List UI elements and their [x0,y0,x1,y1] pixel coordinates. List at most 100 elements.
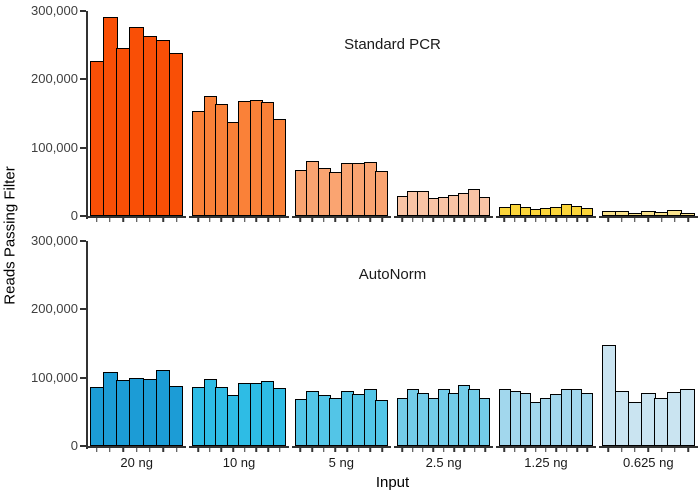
x-tick-mark [453,448,455,452]
x-tick-mark [484,448,486,452]
bar-group-10-ng [189,11,289,222]
x-tick-mark [576,448,578,452]
x-tick-mark [122,448,125,452]
x-tick-mark [323,448,325,452]
x-tick-mark [620,448,623,452]
x-tick-mark [401,218,403,222]
x-tick-mark [647,218,650,222]
x-tick-mark [381,448,383,452]
x-tick-mark [422,218,424,222]
x-tick-mark [514,448,516,452]
x-tick-mark [586,218,589,222]
x-tick-mark [334,218,337,222]
x-tick-mark [175,218,178,222]
bar-group-2.5-ng: 2.5 ng [393,241,494,470]
x-tick-mark [534,448,537,452]
x-tick-mark [524,218,526,222]
x-tick-mark [660,218,663,222]
x-tick-mark [534,218,537,222]
x-tick-mark [674,218,676,222]
x-tick-mark [209,448,211,452]
bar-group-10-ng: 10 ng [189,241,289,470]
y-tick-label: 200,000 [31,301,78,317]
bar-group-0.625-ng: 0.625 ng [598,241,698,470]
x-axis-segment [291,446,391,448]
x-tick-mark [524,448,526,452]
bar [168,385,184,446]
bar-group-2.5-ng [393,11,494,222]
bar [680,212,696,216]
x-tick-mark [175,448,178,452]
x-tick-mark [197,448,199,452]
y-tick-mark [80,78,86,81]
bar [375,170,389,216]
panel-standard-pcr: Standard PCR 300,000 200,000 100,000 0 [0,3,700,233]
x-tick-mark [334,448,337,452]
x-tick-mark [323,218,325,222]
x-tick-mark [484,218,486,222]
x-tick-mark [162,218,165,222]
bar [478,196,491,216]
x-tick-mark [267,218,269,222]
group-label-10-ng: 10 ng [222,455,256,470]
x-tick-mark [109,218,111,222]
x-tick-mark [620,218,623,222]
x-tick-mark [299,218,302,222]
bar-group-20-ng: 20 ng [87,241,187,470]
x-axis-segment [496,446,596,448]
x-tick-mark [311,218,313,222]
x-tick-mark [634,218,636,222]
x-tick-mark [95,448,98,452]
x-tick-mark [442,218,445,222]
x-tick-mark [607,448,610,452]
x-tick-mark [474,448,476,452]
x-tick-mark [122,218,125,222]
x-tick-mark [279,218,281,222]
x-tick-mark [381,218,383,222]
x-tick-mark [432,448,435,452]
x-tick-mark [255,218,258,222]
x-tick-mark [674,448,676,452]
x-tick-mark [358,218,360,222]
bar-group-5-ng: 5 ng [291,241,391,470]
y-tick-mark [80,240,86,242]
group-label-5-ng: 5 ng [328,455,354,470]
x-axis-segment [87,216,187,218]
y-tick-mark [80,10,86,12]
x-tick-mark [209,218,211,222]
x-tick-mark [401,448,403,452]
x-tick-mark [162,448,165,452]
x-tick-mark [135,448,138,452]
x-tick-mark [555,448,558,452]
x-tick-mark [503,448,506,452]
bar [580,207,593,216]
bar-group-5-ng [291,11,391,222]
x-tick-mark [279,448,281,452]
y-tick-mark [80,215,86,217]
x-tick-mark [607,218,610,222]
x-tick-mark [545,218,547,222]
x-tick-mark [358,448,360,452]
x-tick-mark [411,448,414,452]
x-axis-segment [496,216,596,218]
x-tick-mark [346,218,348,222]
x-axis-segment [87,446,187,448]
x-tick-mark [634,448,636,452]
y-tick-label: 0 [70,438,78,453]
x-axis-segment [598,216,698,218]
y-tick-label: 300,000 [31,3,78,18]
x-axis-segment [393,216,494,218]
bar-group-0.625-ng [598,11,698,222]
y-tick-label: 100,000 [31,139,78,155]
x-tick-mark [555,218,558,222]
x-axis-segment [291,216,391,218]
group-label-2.5-ng: 2.5 ng [425,455,462,470]
x-tick-mark [453,218,455,222]
y-tick-label: 200,000 [31,71,78,87]
x-axis-segment [189,446,289,448]
x-tick-mark [109,448,111,452]
x-tick-mark [220,448,223,452]
x-tick-mark [503,218,506,222]
x-tick-mark [660,448,663,452]
